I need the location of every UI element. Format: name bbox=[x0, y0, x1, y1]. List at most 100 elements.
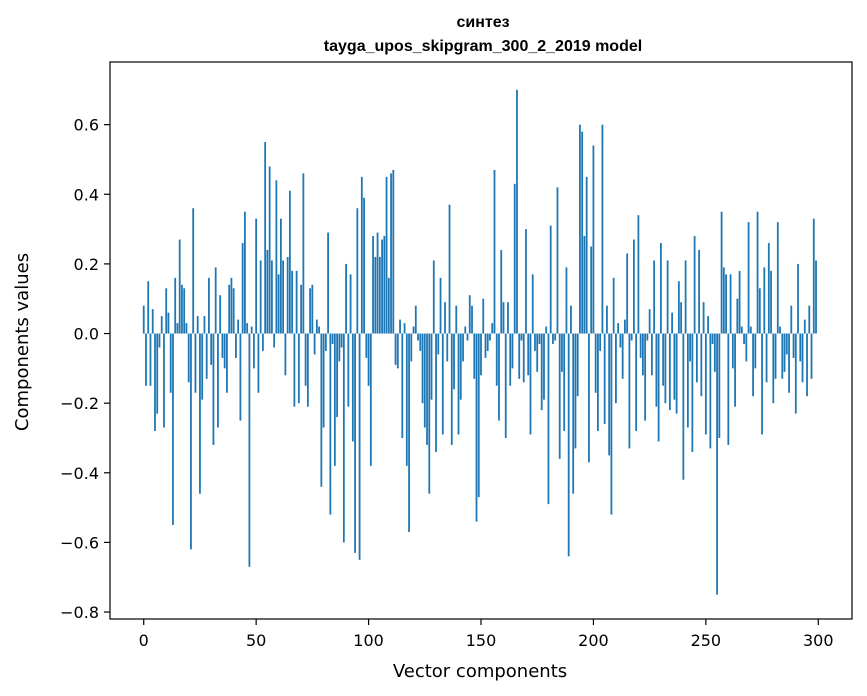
bar bbox=[354, 333, 356, 553]
bar bbox=[372, 236, 374, 334]
bar bbox=[774, 333, 777, 379]
bar bbox=[799, 333, 802, 362]
bar bbox=[727, 333, 730, 445]
y-tick-label: −0.8 bbox=[60, 603, 99, 622]
bar bbox=[527, 333, 530, 376]
bar bbox=[435, 333, 437, 452]
bar bbox=[747, 222, 750, 334]
y-tick-label: 0.2 bbox=[74, 255, 99, 274]
bar bbox=[459, 333, 462, 400]
bar bbox=[363, 197, 365, 334]
bar bbox=[686, 333, 689, 428]
bar bbox=[311, 284, 314, 334]
bar bbox=[142, 305, 145, 334]
bar bbox=[725, 274, 727, 334]
bar bbox=[349, 274, 352, 334]
bar bbox=[439, 277, 442, 334]
bar bbox=[300, 284, 303, 334]
bar bbox=[453, 333, 455, 390]
bar bbox=[149, 333, 152, 386]
bar bbox=[174, 277, 177, 334]
bar bbox=[785, 333, 788, 355]
bar bbox=[731, 333, 734, 369]
bar bbox=[781, 333, 784, 379]
bar bbox=[540, 333, 543, 411]
bar bbox=[282, 260, 285, 334]
bar bbox=[246, 323, 249, 334]
bar bbox=[279, 218, 282, 334]
bar bbox=[583, 236, 586, 334]
bar bbox=[509, 333, 512, 386]
bar bbox=[758, 288, 761, 334]
bar bbox=[473, 333, 476, 379]
bar bbox=[214, 267, 217, 334]
bar bbox=[232, 288, 235, 334]
bar bbox=[644, 333, 647, 421]
bar bbox=[340, 333, 343, 348]
bar bbox=[172, 333, 174, 526]
bar bbox=[675, 333, 678, 414]
bar bbox=[722, 267, 725, 334]
bar bbox=[471, 305, 473, 334]
bar bbox=[633, 239, 635, 334]
bar bbox=[522, 333, 525, 383]
bar bbox=[360, 176, 363, 334]
bar bbox=[695, 333, 698, 383]
bar bbox=[689, 333, 692, 362]
bar bbox=[176, 323, 179, 334]
bar bbox=[518, 333, 521, 379]
bar bbox=[794, 333, 797, 414]
bar bbox=[619, 333, 622, 348]
bar bbox=[241, 243, 244, 334]
bar bbox=[277, 274, 280, 334]
bar bbox=[313, 333, 316, 355]
bar bbox=[810, 333, 813, 379]
bar bbox=[677, 281, 680, 334]
y-tick-label: −0.4 bbox=[60, 464, 99, 483]
bar bbox=[315, 319, 318, 334]
y-tick-label: −0.2 bbox=[60, 394, 99, 413]
bar bbox=[736, 298, 739, 334]
bar bbox=[320, 333, 323, 487]
bar bbox=[466, 333, 469, 341]
bar bbox=[803, 319, 806, 334]
bar bbox=[624, 319, 626, 334]
bar bbox=[547, 333, 550, 505]
bar bbox=[599, 333, 602, 351]
bar bbox=[812, 218, 815, 334]
bar bbox=[662, 333, 665, 386]
bar bbox=[612, 277, 615, 334]
bar bbox=[673, 333, 676, 400]
bar bbox=[520, 333, 523, 341]
bar bbox=[502, 302, 505, 334]
bar bbox=[158, 333, 161, 348]
bar bbox=[594, 333, 597, 393]
bar bbox=[563, 333, 566, 432]
bar bbox=[698, 249, 700, 334]
bar bbox=[464, 326, 467, 334]
bar bbox=[208, 277, 210, 334]
bar bbox=[412, 326, 415, 334]
bar bbox=[181, 284, 183, 334]
bar bbox=[199, 333, 201, 494]
bar bbox=[576, 333, 579, 397]
bar bbox=[394, 333, 397, 365]
bar bbox=[484, 333, 487, 358]
bar bbox=[201, 333, 204, 400]
bar bbox=[192, 208, 195, 334]
bar bbox=[217, 333, 219, 428]
bar bbox=[691, 333, 694, 452]
bar bbox=[704, 333, 707, 435]
bar bbox=[655, 333, 658, 407]
bar bbox=[797, 263, 799, 334]
bar bbox=[815, 260, 817, 334]
bar bbox=[711, 333, 714, 344]
bar bbox=[309, 288, 312, 334]
bar bbox=[306, 333, 309, 407]
bar bbox=[531, 274, 534, 334]
bar bbox=[437, 333, 440, 355]
bar bbox=[358, 333, 361, 560]
bar bbox=[592, 145, 595, 334]
bar bbox=[617, 323, 620, 334]
bars-layer bbox=[142, 89, 817, 595]
